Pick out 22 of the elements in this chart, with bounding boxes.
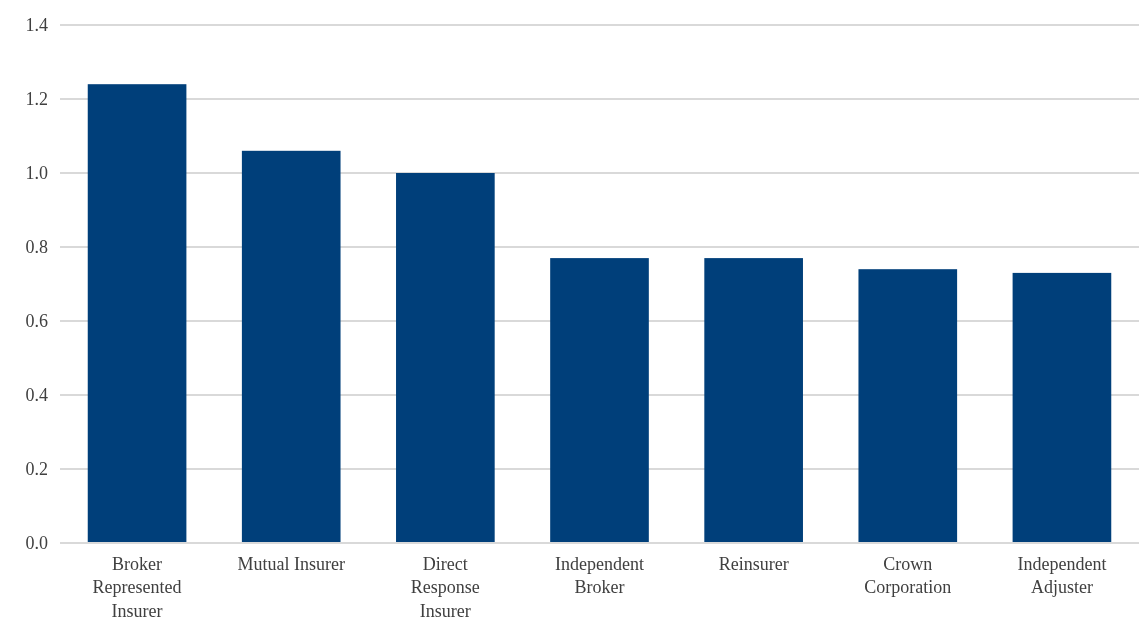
x-tick-label: Mutual Insurer — [237, 553, 345, 574]
y-tick-label: 0.4 — [25, 385, 48, 406]
bar — [550, 258, 649, 543]
y-tick-label: 1.4 — [25, 15, 48, 36]
x-tick-label: Reinsurer — [718, 553, 789, 574]
bar — [858, 269, 958, 543]
bar — [396, 173, 495, 543]
y-tick-label: 0.6 — [25, 311, 48, 332]
y-tick-label: 0.8 — [25, 237, 48, 258]
y-tick-label: 0.0 — [25, 533, 48, 554]
y-tick-label: 1.0 — [25, 163, 48, 184]
x-tick-label: Broker Represented Insurer — [92, 553, 182, 621]
x-tick-label: Independent Broker — [555, 553, 644, 598]
bar — [87, 84, 187, 543]
x-tick-label: Crown Corporation — [864, 553, 952, 598]
y-tick-label: 0.2 — [25, 459, 48, 480]
x-tick-label: Direct Response Insurer — [410, 553, 480, 621]
x-tick-label: Independent Adjuster — [1017, 553, 1107, 598]
bar — [1012, 272, 1112, 543]
y-tick-label: 1.2 — [25, 89, 48, 110]
bar — [704, 258, 803, 543]
bar — [241, 150, 341, 543]
